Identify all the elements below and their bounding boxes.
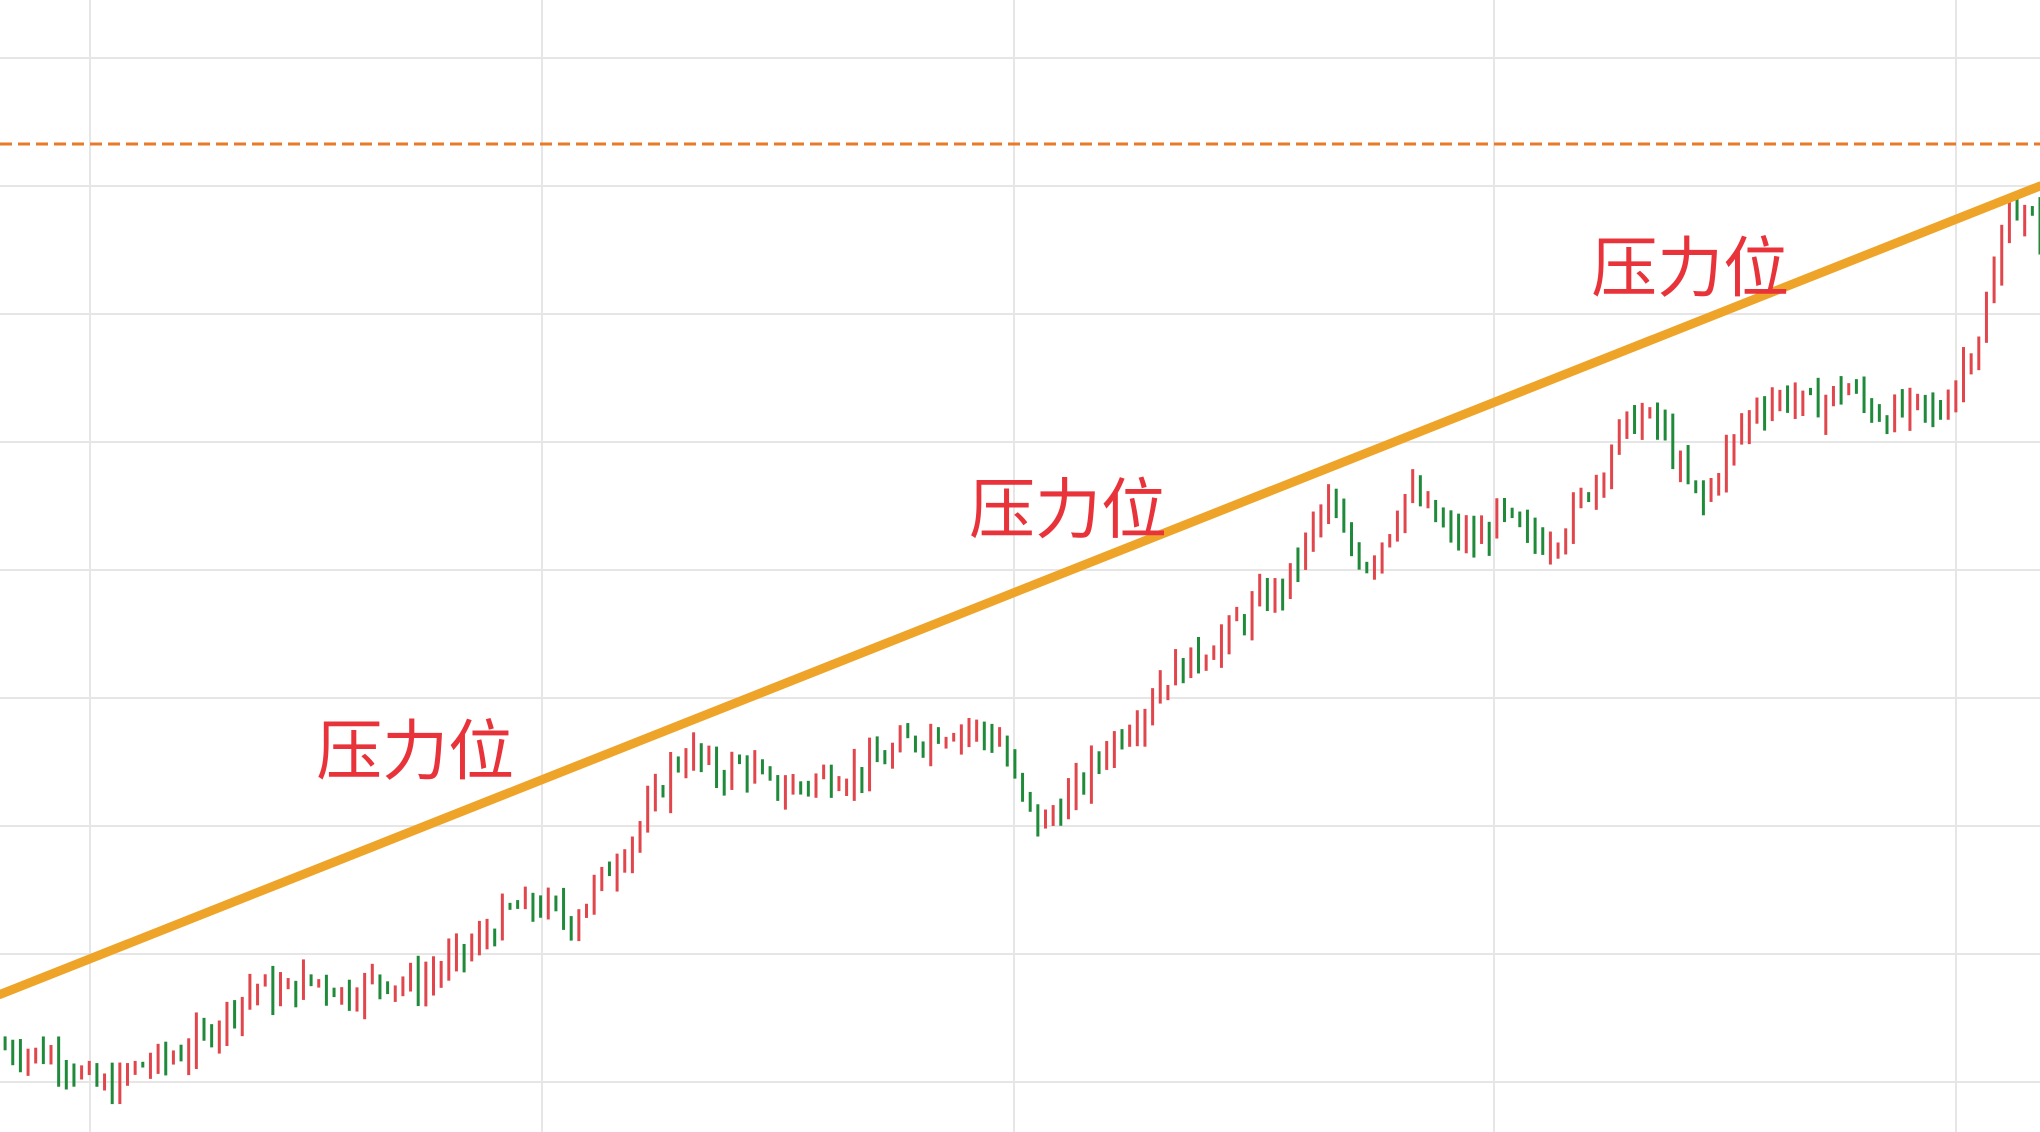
annotation-resistance-label: 压力位 bbox=[316, 713, 514, 790]
candlestick-series bbox=[3, 195, 2040, 1105]
resistance-trendline bbox=[0, 181, 2040, 999]
annotation-resistance-label: 压力位 bbox=[1591, 230, 1789, 307]
annotation-resistance-label: 压力位 bbox=[969, 472, 1167, 549]
